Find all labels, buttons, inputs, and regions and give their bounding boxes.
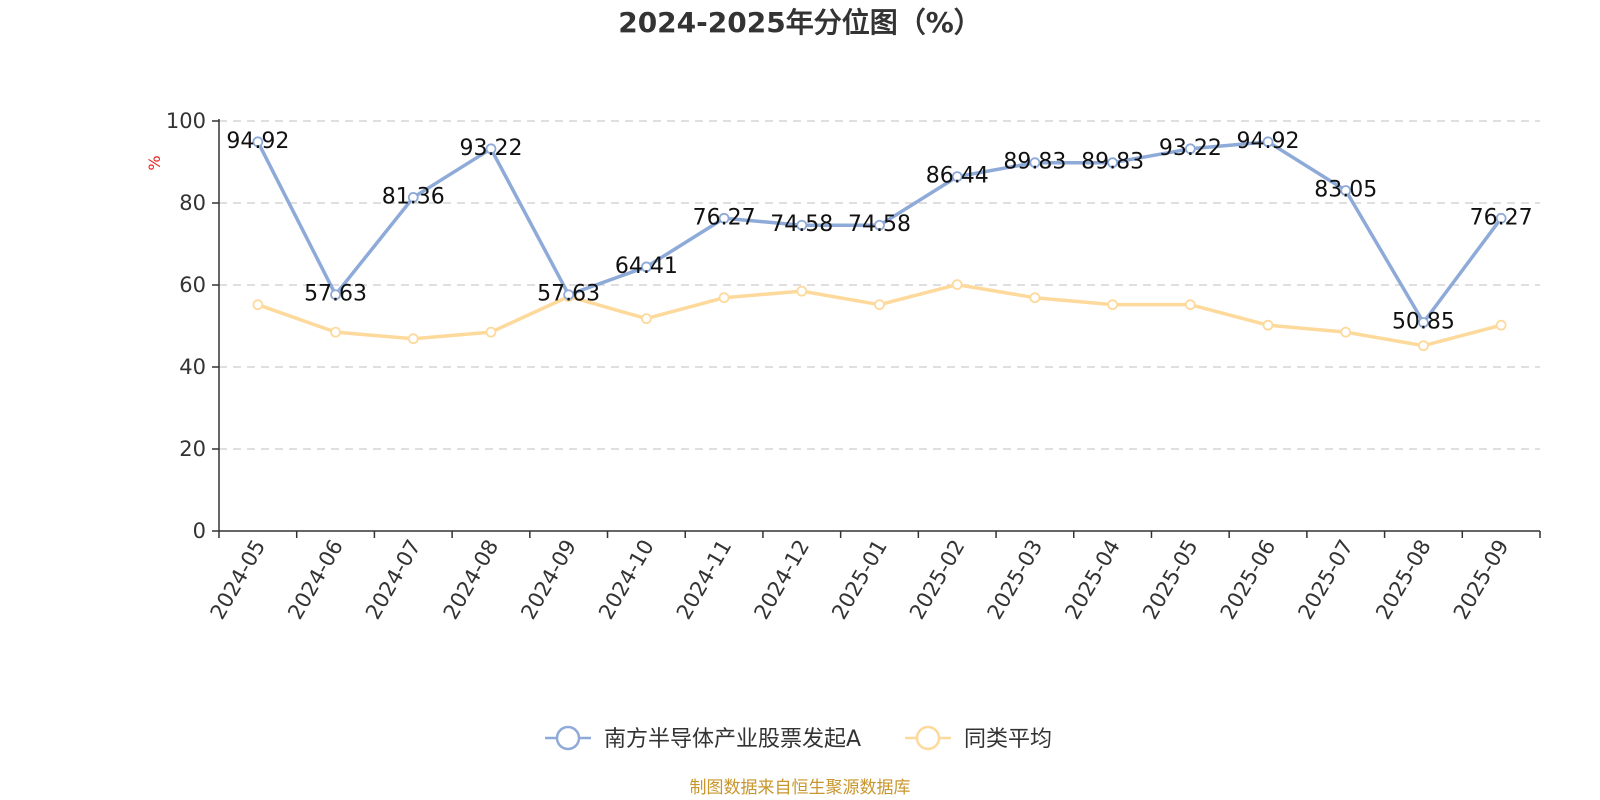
data-point [640, 313, 652, 325]
data-point [563, 289, 575, 301]
data-point [1340, 185, 1352, 196]
data-label: 74.58 [770, 212, 833, 237]
data-point [252, 299, 264, 311]
x-tick-label: 2024-09 [516, 536, 581, 624]
series-lines [252, 136, 1507, 352]
x-tick-label: 2024-12 [749, 536, 814, 624]
legend-label: 南方半导体产业股票发起A [604, 727, 861, 752]
data-point [1029, 292, 1041, 304]
legend-swatch-marker [915, 725, 941, 751]
data-label: 50.85 [1392, 310, 1455, 335]
x-tick-label: 2024-11 [672, 536, 737, 624]
data-point [1029, 157, 1041, 169]
legend-label: 同类平均 [964, 727, 1052, 752]
data-label: 93.22 [459, 136, 522, 161]
x-tick-label: 2025-03 [983, 536, 1048, 624]
x-tick-label: 2025-07 [1293, 536, 1358, 624]
y-tick-label: 40 [179, 355, 206, 379]
data-point [1495, 212, 1507, 224]
y-tick-label: 20 [179, 437, 206, 461]
x-tick-label: 2025-04 [1060, 536, 1125, 624]
data-label: 83.05 [1314, 177, 1377, 202]
y-axis-unit: % [145, 155, 164, 170]
data-point [796, 285, 808, 297]
legend[interactable]: 南方半导体产业股票发起A 同类平均 [545, 725, 1052, 752]
data-point [796, 219, 808, 231]
data-point [330, 289, 341, 301]
x-tick-label: 2024-05 [206, 536, 271, 624]
grid-lines [219, 120, 1540, 450]
x-tick-label: 2025-09 [1449, 536, 1514, 624]
series-line-1 [256, 282, 1503, 348]
data-label: 94.92 [1237, 129, 1300, 154]
x-tick-label: 2025-02 [905, 535, 970, 623]
data-point [1184, 143, 1196, 155]
data-point [252, 136, 264, 148]
data-point [407, 333, 419, 345]
data-label: 76.27 [693, 205, 756, 230]
data-label: 86.44 [926, 164, 989, 189]
data-label: 81.36 [382, 184, 445, 209]
data-point [1495, 319, 1507, 331]
x-tick-label: 2025-08 [1371, 536, 1436, 624]
data-point [718, 292, 730, 304]
chart-title: 2024-2025年分位图（%） [618, 6, 982, 39]
data-labels: 94.92 57.63 81.36 93.22 57.63 64.41 76.27 74.58… [226, 129, 1532, 335]
x-tick-label: 2024-08 [439, 536, 504, 624]
data-point [1262, 319, 1274, 331]
data-point [640, 261, 652, 273]
data-point [1340, 326, 1352, 338]
legend-item-0[interactable]: 南方半导体产业股票发起A [545, 725, 861, 752]
legend-item-1[interactable]: 同类平均 [905, 725, 1052, 752]
x-tick-label: 2025-01 [827, 536, 892, 624]
data-point [718, 212, 730, 224]
data-point [407, 192, 419, 203]
legend-swatch-marker [555, 725, 581, 751]
data-label: 89.83 [1081, 150, 1144, 175]
y-tick-label: 80 [179, 191, 206, 215]
data-point [330, 326, 341, 338]
data-point [1107, 157, 1119, 169]
data-point [951, 171, 963, 182]
data-point [1184, 299, 1196, 311]
y-tick-label: 60 [179, 273, 206, 297]
x-tick-label: 2024-07 [361, 536, 426, 624]
data-point [485, 326, 497, 338]
data-label: 57.63 [537, 282, 600, 307]
data-point [874, 299, 885, 311]
source-note: 制图数据来自恒生聚源数据库 [690, 778, 911, 798]
data-label: 93.22 [1159, 136, 1222, 161]
x-tick-label: 2024-06 [283, 536, 348, 624]
data-point [1262, 136, 1274, 148]
data-point [1418, 317, 1429, 328]
y-tick-label: 0 [193, 519, 206, 543]
data-label: 89.83 [1003, 150, 1066, 175]
data-label: 57.63 [304, 282, 367, 307]
data-point [874, 219, 885, 231]
y-tick-label: 100 [166, 109, 206, 133]
data-point [485, 143, 497, 155]
data-point [951, 279, 963, 290]
data-point [1418, 340, 1429, 352]
x-tick-label: 2024-10 [594, 536, 659, 624]
x-tick-label: 2025-05 [1138, 536, 1203, 624]
x-tick-label: 2025-06 [1216, 536, 1281, 624]
data-label: 94.92 [226, 129, 289, 154]
data-point [1107, 299, 1119, 311]
data-label: 64.41 [615, 254, 678, 279]
data-label: 74.58 [848, 212, 911, 237]
data-label: 76.27 [1470, 205, 1533, 230]
